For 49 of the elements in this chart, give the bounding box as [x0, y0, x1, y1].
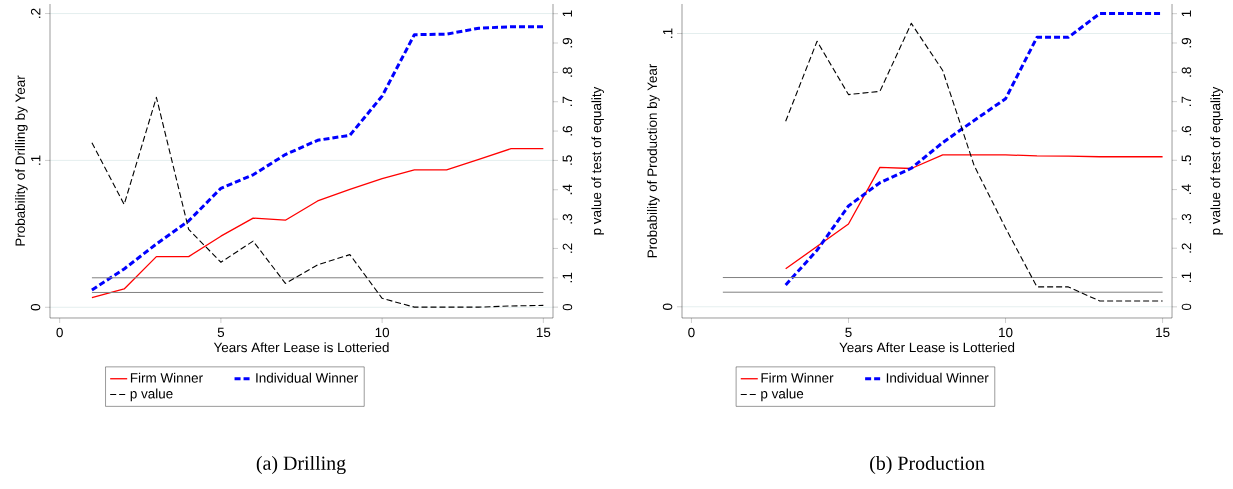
- x-axis-title: Years After Lease is Lotteried: [213, 342, 389, 353]
- y2-tick-label: .8: [1181, 67, 1192, 77]
- y2-tick-label: .5: [1181, 155, 1192, 165]
- y2-tick-label: .1: [1181, 272, 1191, 282]
- y-axis-title: Probability of Production by Year: [647, 63, 660, 258]
- y2-tick-label: .2: [562, 243, 573, 253]
- line-series: [90, 25, 545, 292]
- y2-tick-label: .6: [1181, 125, 1192, 136]
- legend-label: p value: [130, 388, 173, 402]
- x-tick-label: 0: [56, 327, 63, 338]
- y2-tick-label: 1: [1181, 10, 1191, 17]
- y2-tick-label: .4: [1181, 184, 1191, 194]
- y2-axis-title: p value of test of equality: [1210, 86, 1223, 235]
- y2-tick-label: .7: [1181, 96, 1191, 106]
- y2-tick-label: 0: [562, 303, 573, 311]
- text: (b) Production: [870, 455, 985, 475]
- x-tick-label: 15: [536, 327, 551, 338]
- legend-label: p value: [761, 388, 804, 402]
- y2-tick-label: .7: [562, 96, 572, 107]
- legend-label: Individual Winner: [886, 372, 989, 383]
- x-axis-title: Years After Lease is Lotteried: [839, 342, 1015, 353]
- legend-label: Individual Winner: [256, 372, 358, 383]
- y2-tick-label: .2: [1181, 243, 1192, 253]
- y2-tick-label: 1: [562, 10, 572, 17]
- y2-tick-label: .8: [562, 67, 573, 77]
- x-tick-label: 15: [1156, 327, 1170, 338]
- text: (a) Drilling: [256, 455, 346, 475]
- x-tick-label: 10: [375, 327, 390, 338]
- y2-tick-label: .5: [562, 155, 573, 165]
- y2-tick-label: .1: [562, 272, 572, 283]
- y2-tick-label: .3: [1181, 213, 1192, 224]
- y2-tick-label: .6: [562, 126, 573, 136]
- y2-tick-label: 0: [1181, 303, 1192, 311]
- x-tick-label: 0: [688, 327, 695, 338]
- legend-label: Firm Winner: [761, 372, 834, 383]
- legend-label: Firm Winner: [130, 372, 203, 383]
- x-tick-label: 10: [999, 327, 1013, 338]
- y-tick-label: .2: [30, 8, 41, 18]
- y-tick-label: .1: [31, 155, 41, 165]
- y2-axis-title: p value of test of equality: [591, 86, 604, 235]
- y2-tick-label: .9: [562, 38, 573, 48]
- x-tick-label: 5: [217, 327, 225, 338]
- y2-tick-label: .9: [1181, 38, 1192, 48]
- y2-tick-label: .4: [562, 184, 572, 195]
- y-tick-label: 0: [30, 304, 41, 311]
- y-axis-title: Probability of Drilling by Year: [15, 75, 28, 246]
- x-tick-label: 5: [845, 327, 852, 338]
- y2-tick-label: .3: [562, 214, 573, 224]
- line-series: [91, 148, 544, 299]
